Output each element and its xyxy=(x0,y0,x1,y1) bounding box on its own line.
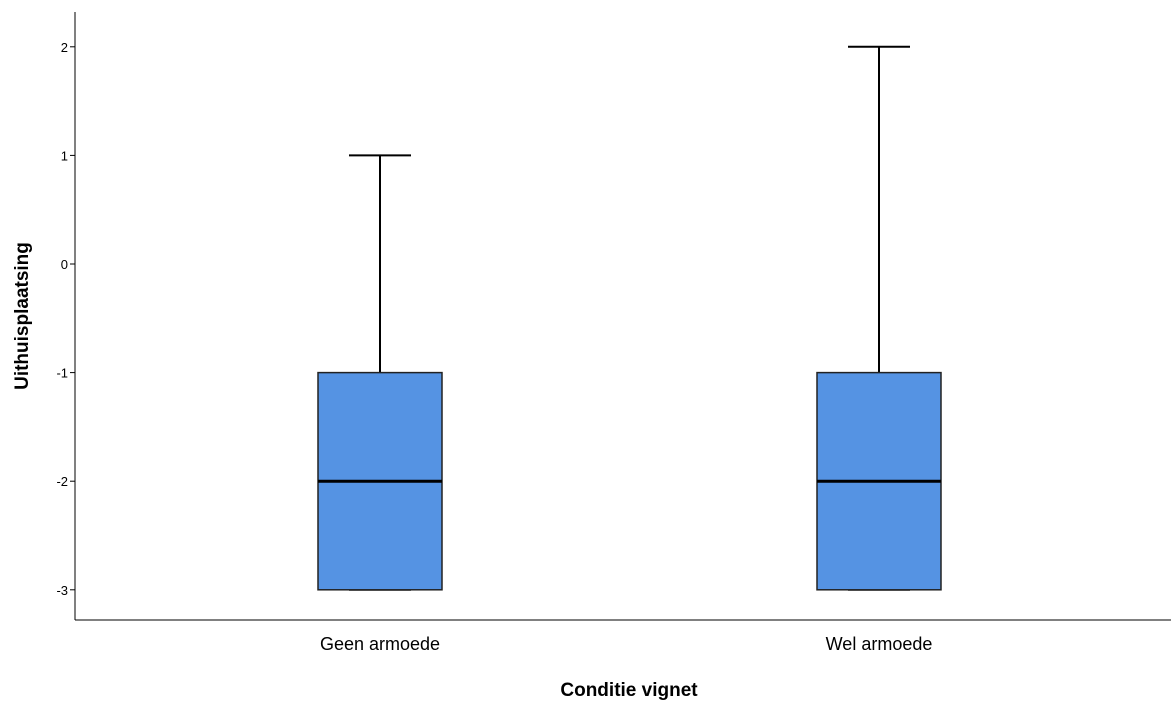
y-tick-label: 1 xyxy=(61,148,68,163)
y-tick-label: -1 xyxy=(56,366,68,381)
x-axis-title: Conditie vignet xyxy=(560,680,698,701)
y-tick-label: -3 xyxy=(56,583,68,598)
box-group xyxy=(816,45,942,591)
x-axis-category-labels: Geen armoede Wel armoede xyxy=(320,634,932,654)
y-axis-title: Uithuisplaatsing xyxy=(12,242,33,390)
plot-area xyxy=(317,45,942,591)
box-group xyxy=(317,154,443,591)
y-tick-label: -2 xyxy=(56,474,68,489)
y-axis-ticks: -3 -2 -1 0 1 2 xyxy=(56,40,75,598)
y-tick-label: 2 xyxy=(61,40,68,55)
x-category-label: Wel armoede xyxy=(826,634,933,654)
x-category-label: Geen armoede xyxy=(320,634,440,654)
y-tick-label: 0 xyxy=(61,257,68,272)
